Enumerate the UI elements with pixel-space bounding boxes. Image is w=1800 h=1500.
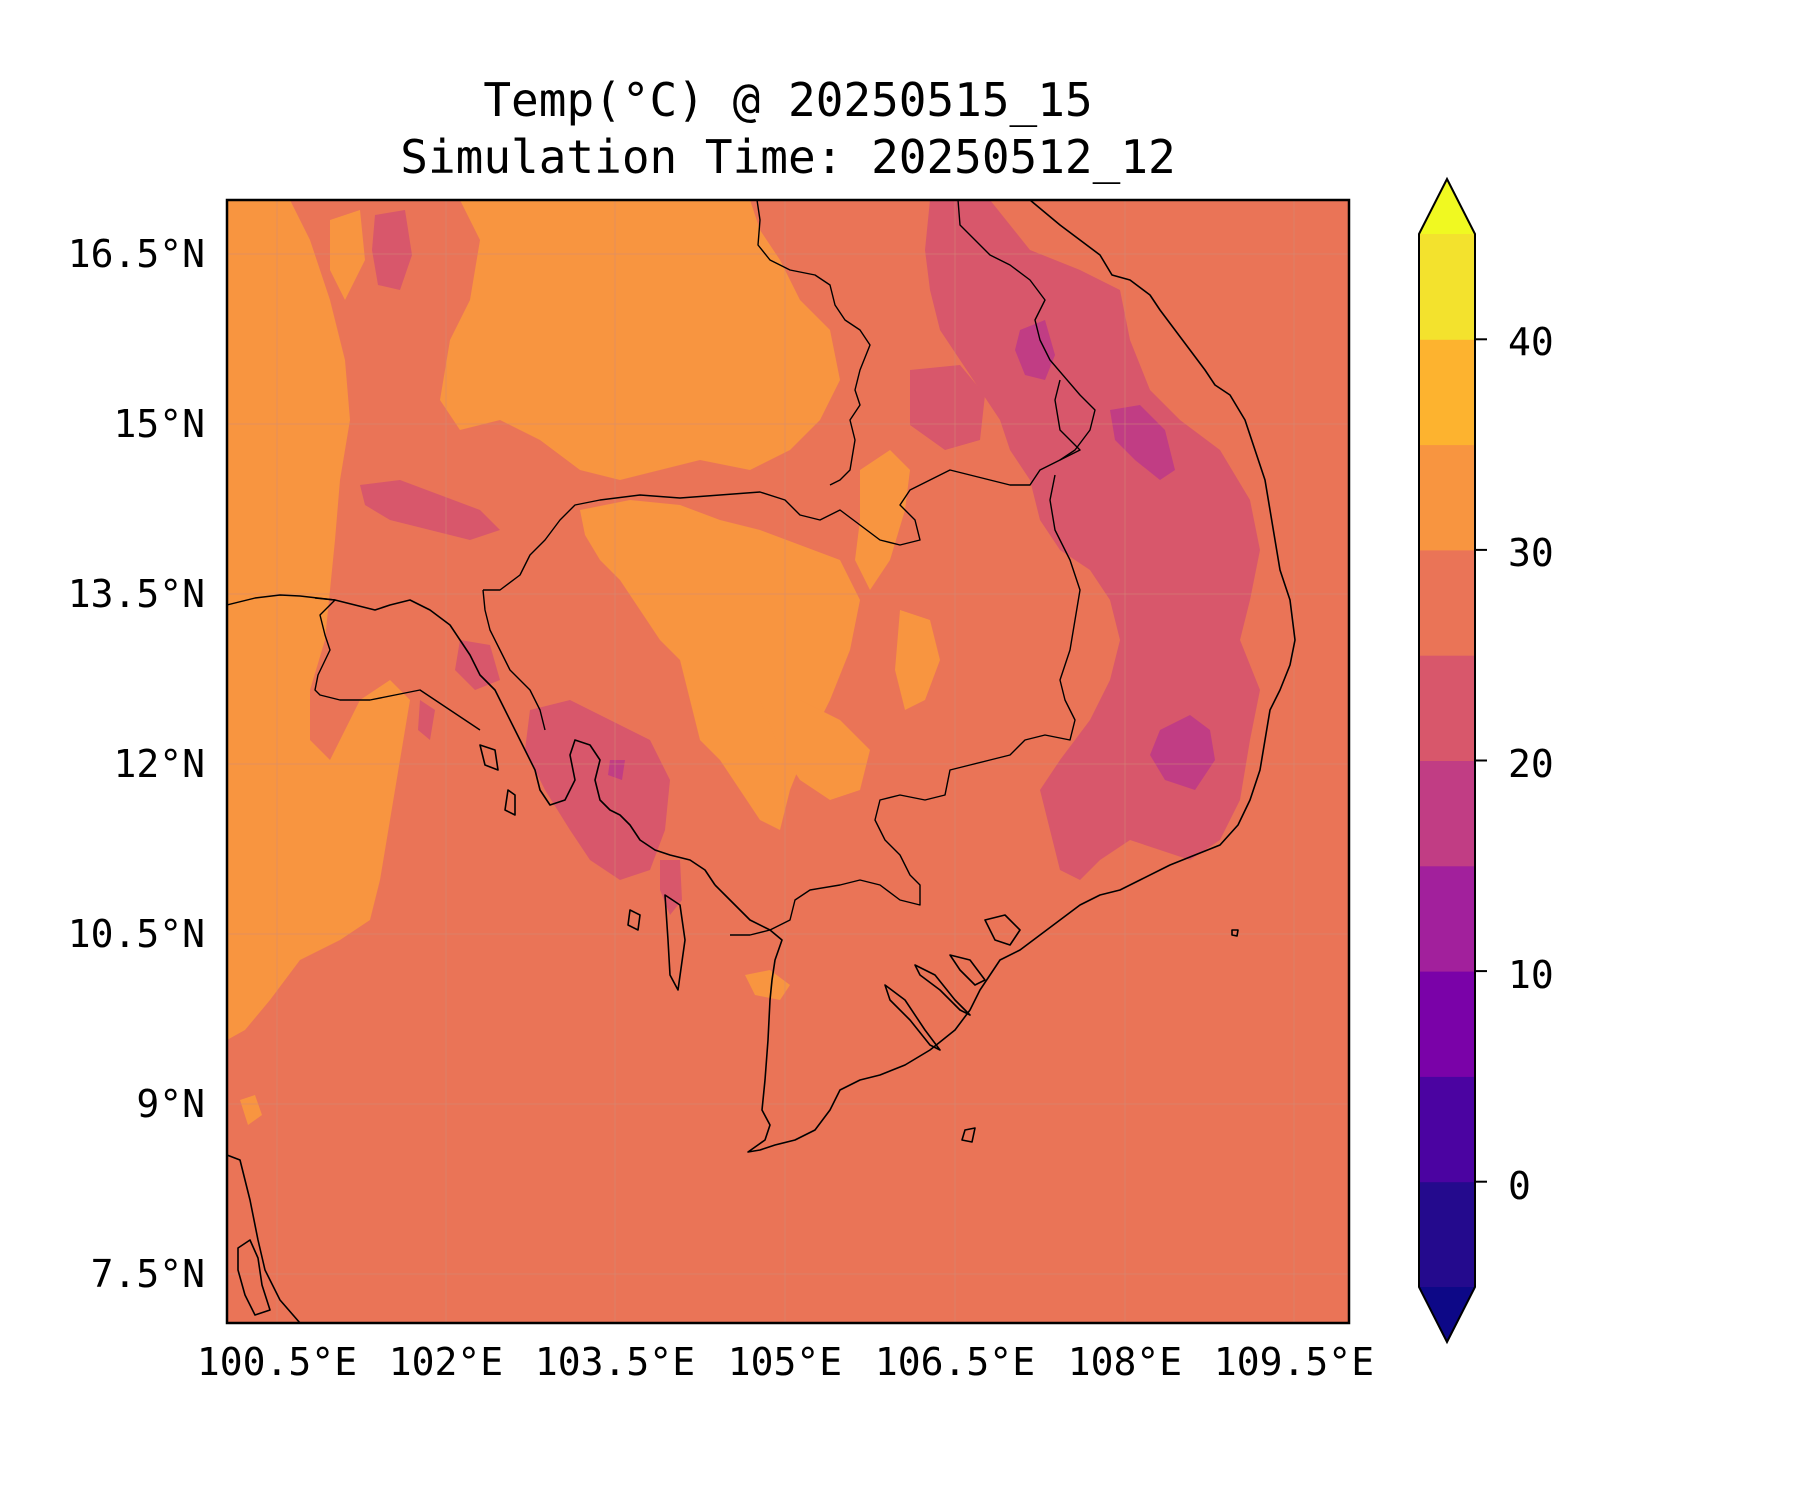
colorbar-segment: [1419, 444, 1475, 551]
country-borders: [227, 200, 1096, 936]
x-tick-label: 100.5°E: [197, 1340, 357, 1384]
temperature-band-30-35: [227, 200, 940, 1125]
colorbar-segment: [1419, 760, 1475, 867]
x-tick-label: 105°E: [728, 1340, 842, 1384]
y-tick-label: 9°N: [136, 1082, 205, 1126]
x-axis: 100.5°E 102°E 103.5°E 105°E 106.5°E 108°…: [197, 1340, 1374, 1384]
colorbar-segment: [1419, 1076, 1475, 1183]
colorbar-tick-label: 0: [1508, 1164, 1531, 1208]
x-tick-label: 103.5°E: [535, 1340, 695, 1384]
colorbar-tick-label: 10: [1508, 953, 1554, 997]
colorbar-outline: [1418, 176, 1476, 1345]
y-tick-label: 7.5°N: [91, 1252, 205, 1296]
colorbar-segment: [1419, 549, 1475, 656]
x-tick-label: 109.5°E: [1214, 1340, 1374, 1384]
map-frame: [225, 198, 1351, 1325]
colorbar-tick-labels: 40 30 20 10 0: [1508, 320, 1554, 1208]
gridlines: [227, 200, 1349, 1323]
colorbar-segment: [1419, 234, 1475, 340]
y-tick-label: 16.5°N: [68, 232, 205, 276]
map-subtitle: Simulation Time: 20250512_12: [400, 130, 1175, 184]
y-tick-label: 13.5°N: [68, 572, 205, 616]
colorbar-segment: [1419, 339, 1475, 446]
colorbar-extend-under: [1419, 1287, 1475, 1342]
colorbar-tick-label: 30: [1508, 531, 1554, 575]
x-tick-label: 102°E: [389, 1340, 503, 1384]
y-axis: 16.5°N 15°N 13.5°N 12°N 10.5°N 9°N 7.5°N: [68, 232, 205, 1296]
x-tick-label: 106.5°E: [875, 1340, 1035, 1384]
colorbar-segment: [1419, 655, 1475, 761]
colorbar-tick-label: 20: [1508, 742, 1554, 786]
colorbar-tick-label: 40: [1508, 320, 1554, 364]
y-tick-label: 10.5°N: [68, 912, 205, 956]
colorbar-segment: [1419, 971, 1475, 1077]
y-tick-label: 12°N: [113, 742, 205, 786]
map-title: Temp(°C) @ 20250515_15: [483, 73, 1092, 127]
colorbar-segment: [1419, 1181, 1475, 1288]
temperature-band-20-25: [360, 200, 1260, 915]
colorbar-extend-over: [1419, 179, 1475, 234]
coastlines: [227, 200, 1296, 1323]
x-tick-label: 108°E: [1068, 1340, 1182, 1384]
map-panel: [227, 200, 1349, 1323]
colorbar: [1418, 176, 1487, 1345]
colorbar-segment: [1419, 865, 1475, 972]
y-tick-label: 15°N: [113, 402, 205, 446]
